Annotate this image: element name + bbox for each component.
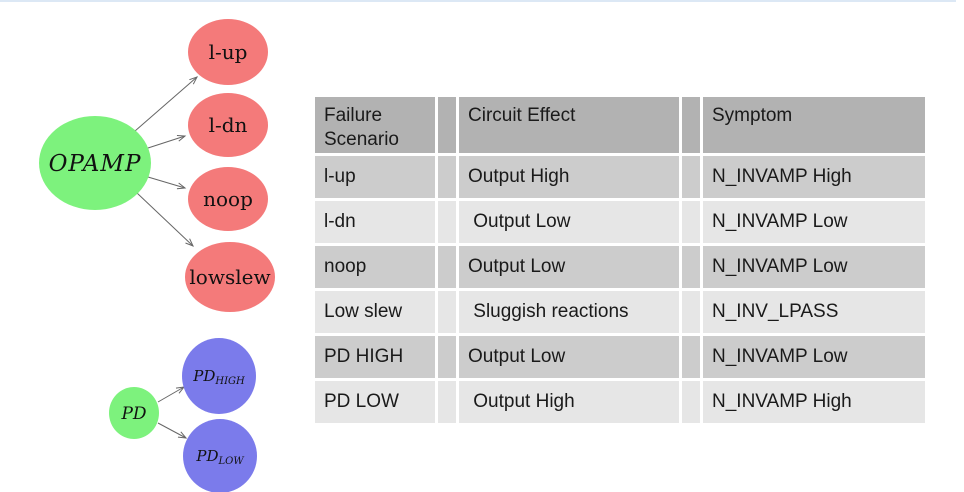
row3-scenario: Low slew [315, 291, 435, 333]
row4-scenario: PD HIGH [315, 336, 435, 378]
node-noop: noop [188, 167, 268, 231]
pd-label: PD [120, 404, 146, 424]
row2-symptom: N_INVAMP Low [703, 246, 925, 288]
row2-scenario: noop [315, 246, 435, 288]
header-spacer-2 [682, 97, 700, 153]
row5-spacer-1 [438, 381, 456, 423]
row5-symptom: N_INVAMP High [703, 381, 925, 423]
diagram-edges [134, 76, 199, 439]
row0-scenario: l-up [315, 156, 435, 198]
row1-spacer-2 [682, 201, 700, 243]
row3-spacer-2 [682, 291, 700, 333]
row3-spacer-1 [438, 291, 456, 333]
edge-pd-pdhigh [157, 386, 186, 403]
pd-high-label: PDHIGH [192, 367, 245, 387]
l-dn-label: l-dn [209, 113, 248, 137]
noop-ellipse [188, 167, 268, 231]
row4-effect: Output Low [459, 336, 679, 378]
row0-spacer-1 [438, 156, 456, 198]
edge-pd-pdlow [157, 422, 188, 439]
row2-spacer-1 [438, 246, 456, 288]
node-pd-low: PDLOW [183, 419, 257, 492]
l-up-ellipse [188, 19, 268, 85]
row1-scenario: l-dn [315, 201, 435, 243]
row4-spacer-1 [438, 336, 456, 378]
pd-high-ellipse [182, 338, 256, 414]
row4-spacer-2 [682, 336, 700, 378]
row5-spacer-2 [682, 381, 700, 423]
top-accent-line [0, 0, 956, 2]
row2-effect: Output Low [459, 246, 679, 288]
col-header-failure-scenario: Failure Scenario [315, 97, 435, 153]
row3-symptom: N_INV_LPASS [703, 291, 925, 333]
l-up-label: l-up [209, 40, 248, 64]
row2-spacer-2 [682, 246, 700, 288]
noop-label: noop [203, 187, 253, 211]
row5-effect: Output High [459, 381, 679, 423]
edge-opamp-lowslew [136, 192, 194, 247]
row1-symptom: N_INVAMP Low [703, 201, 925, 243]
row4-symptom: N_INVAMP Low [703, 336, 925, 378]
pd-low-label: PDLOW [195, 447, 244, 467]
pd-low-ellipse [183, 419, 257, 492]
row1-effect: Output Low [459, 201, 679, 243]
col-header-circuit-effect: Circuit Effect [459, 97, 679, 153]
col-header-symptom: Symptom [703, 97, 925, 153]
edge-opamp-ldn [147, 134, 187, 149]
node-l-up: l-up [188, 19, 268, 85]
node-opamp: OPAMP [39, 116, 151, 210]
opamp-ellipse [39, 116, 151, 210]
edge-opamp-lup [134, 76, 199, 132]
fault-injection-diagram: OPAMP l-up l-dn noop lowslew PD PDHIGH [39, 19, 275, 492]
node-pd: PD [109, 387, 159, 439]
pd-ellipse [109, 387, 159, 439]
row0-symptom: N_INVAMP High [703, 156, 925, 198]
edge-opamp-noop [147, 176, 187, 190]
row0-effect: Output High [459, 156, 679, 198]
row5-scenario: PD LOW [315, 381, 435, 423]
opamp-label: OPAMP [49, 151, 142, 177]
header-spacer-1 [438, 97, 456, 153]
node-pd-high: PDHIGH [182, 338, 256, 414]
node-lowslew: lowslew [185, 242, 275, 312]
l-dn-ellipse [188, 93, 268, 157]
row3-effect: Sluggish reactions [459, 291, 679, 333]
row1-spacer-1 [438, 201, 456, 243]
failure-scenario-table: Failure Scenario Circuit Effect Symptom … [315, 97, 925, 423]
node-l-dn: l-dn [188, 93, 268, 157]
row0-spacer-2 [682, 156, 700, 198]
lowslew-label: lowslew [189, 265, 270, 289]
lowslew-ellipse [185, 242, 275, 312]
